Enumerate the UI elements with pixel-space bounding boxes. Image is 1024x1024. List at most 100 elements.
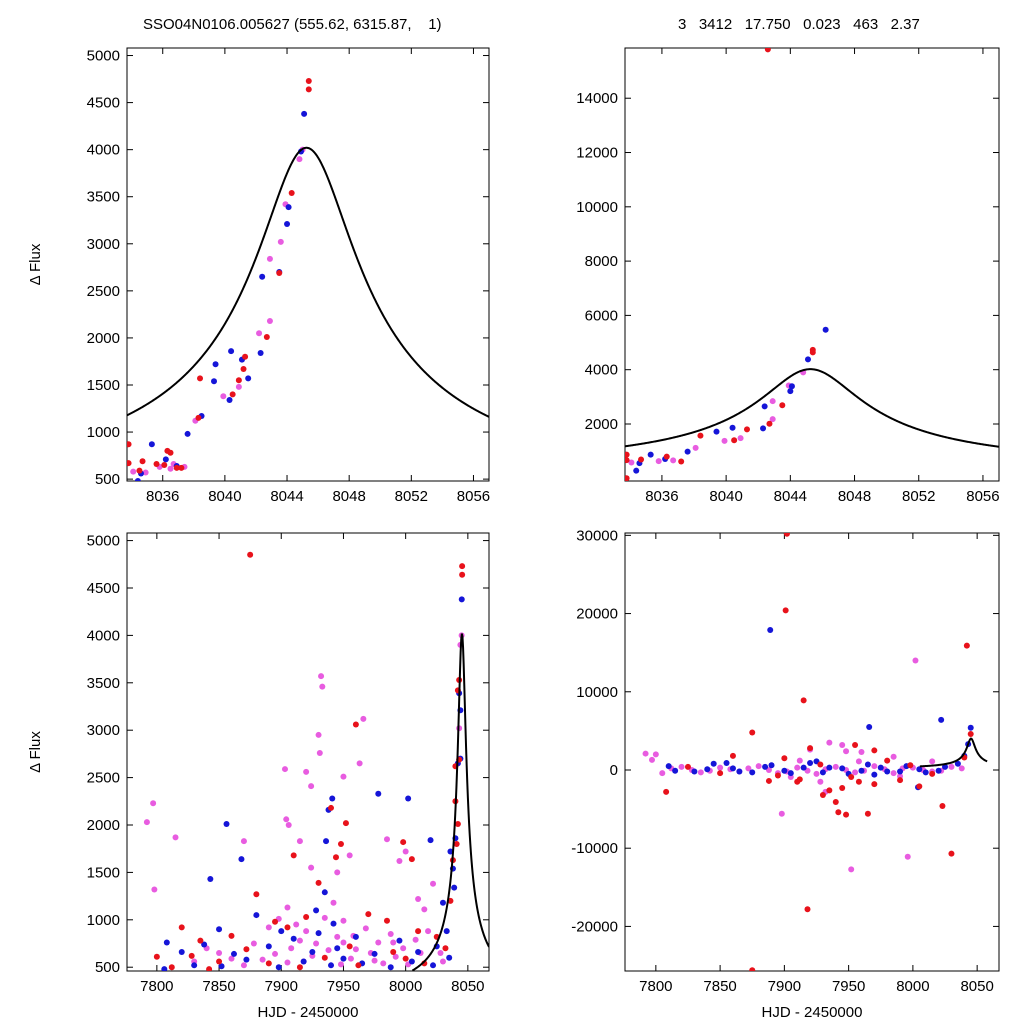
plot-frame — [624, 532, 1000, 972]
data-point-red — [684, 763, 691, 770]
data-point-red — [800, 697, 807, 704]
data-point-pink — [240, 962, 247, 969]
data-point-red — [826, 787, 833, 794]
data-point-blue — [942, 763, 949, 770]
y-tick-label: 500 — [95, 471, 120, 488]
data-point-blue — [804, 356, 811, 363]
data-point-pink — [143, 819, 150, 826]
data-point-red — [678, 458, 685, 465]
data-point-red — [796, 776, 803, 783]
data-point-blue — [330, 920, 337, 927]
data-point-pink — [142, 469, 149, 476]
data-point-red — [284, 924, 291, 931]
data-point-pink — [240, 838, 247, 845]
data-point-red — [197, 375, 204, 382]
panel-bottom-right: 7800 7850 7900 7950 8000 8050 -20000 -10000 0 100… — [571, 527, 1000, 1021]
data-point-blue — [864, 761, 871, 768]
data-point-red — [365, 911, 372, 918]
data-point-red — [743, 426, 750, 433]
data-point-blue — [439, 899, 446, 906]
data-point-pink — [852, 769, 859, 776]
data-point-blue — [243, 956, 250, 963]
data-point-blue — [216, 926, 223, 933]
data-point-pink — [794, 764, 801, 771]
data-point-blue — [704, 766, 711, 773]
data-point-blue — [427, 837, 434, 844]
y-tick-label: 5000 — [87, 48, 120, 65]
data-point-blue — [647, 451, 654, 458]
data-point-pink — [151, 886, 158, 893]
data-point-pink — [839, 741, 846, 748]
data-point-red — [242, 353, 249, 360]
data-point-pink — [778, 810, 785, 817]
data-point-pink — [216, 949, 223, 956]
data-point-pink — [813, 770, 820, 777]
data-point-pink — [843, 748, 850, 755]
data-point-red — [855, 778, 862, 785]
data-point-red — [272, 918, 279, 925]
data-point-pink — [796, 757, 803, 764]
data-point-red — [442, 945, 449, 952]
y-tick-label: 6000 — [585, 307, 618, 324]
data-point-red — [832, 799, 839, 806]
data-point-red — [216, 958, 223, 965]
y-tick-label: 1500 — [87, 377, 120, 394]
x-tick-label: 8056 — [457, 488, 490, 505]
data-point-pink — [228, 955, 235, 962]
data-point-blue — [458, 596, 465, 603]
data-point-pink — [340, 773, 347, 780]
data-point-blue — [211, 378, 218, 385]
data-point-blue — [178, 949, 185, 956]
data-point-pink — [316, 749, 323, 756]
data-point-pink — [628, 459, 635, 466]
x-tick-label: 8056 — [966, 488, 999, 505]
data-point-pink — [313, 940, 320, 947]
data-point-red — [402, 955, 409, 962]
data-point-pink — [340, 939, 347, 946]
data-point-pink — [277, 238, 284, 245]
data-point-red — [153, 953, 160, 960]
data-point-pink — [360, 715, 367, 722]
data-point-pink — [697, 769, 704, 776]
x-tick-label: 8000 — [389, 978, 422, 995]
data-point-pink — [362, 925, 369, 932]
data-point-red — [843, 811, 850, 818]
data-point-pink — [293, 921, 300, 928]
data-point-red — [717, 770, 724, 777]
data-point-red — [731, 437, 738, 444]
data-point-blue — [334, 945, 341, 952]
data-point-blue — [967, 724, 974, 731]
data-point-blue — [265, 943, 272, 950]
data-point-pink — [340, 917, 347, 924]
data-point-pink — [266, 317, 273, 324]
data-point-red — [766, 420, 773, 427]
data-point-pink — [375, 939, 382, 946]
y-tick-label: 0 — [610, 762, 618, 779]
data-point-blue — [633, 467, 640, 474]
data-point-pink — [235, 383, 242, 390]
data-point-blue — [767, 626, 774, 633]
data-point-red — [136, 467, 143, 474]
y-tick-label: 14000 — [576, 90, 618, 107]
plot-area — [625, 48, 999, 481]
data-point-red — [167, 449, 174, 456]
data-point-pink — [755, 763, 762, 770]
data-point-pink — [826, 739, 833, 746]
data-point-pink — [334, 933, 341, 940]
data-point-red — [779, 402, 786, 409]
data-point-red — [229, 391, 236, 398]
data-point-pink — [858, 749, 865, 755]
data-point-red — [625, 451, 630, 458]
data-point-red — [765, 777, 772, 784]
model-curve — [411, 633, 489, 971]
x-tick-label: 7850 — [202, 978, 235, 995]
data-point-pink — [717, 764, 724, 771]
data-point-pink — [855, 758, 862, 765]
data-point-blue — [788, 383, 795, 390]
data-point-blue — [710, 760, 717, 767]
data-point-red — [663, 788, 670, 795]
y-axis-label: Δ Flux — [27, 243, 44, 285]
data-point-pink — [817, 778, 824, 785]
y-tick-label: 4500 — [87, 580, 120, 597]
data-point-pink — [272, 950, 279, 957]
